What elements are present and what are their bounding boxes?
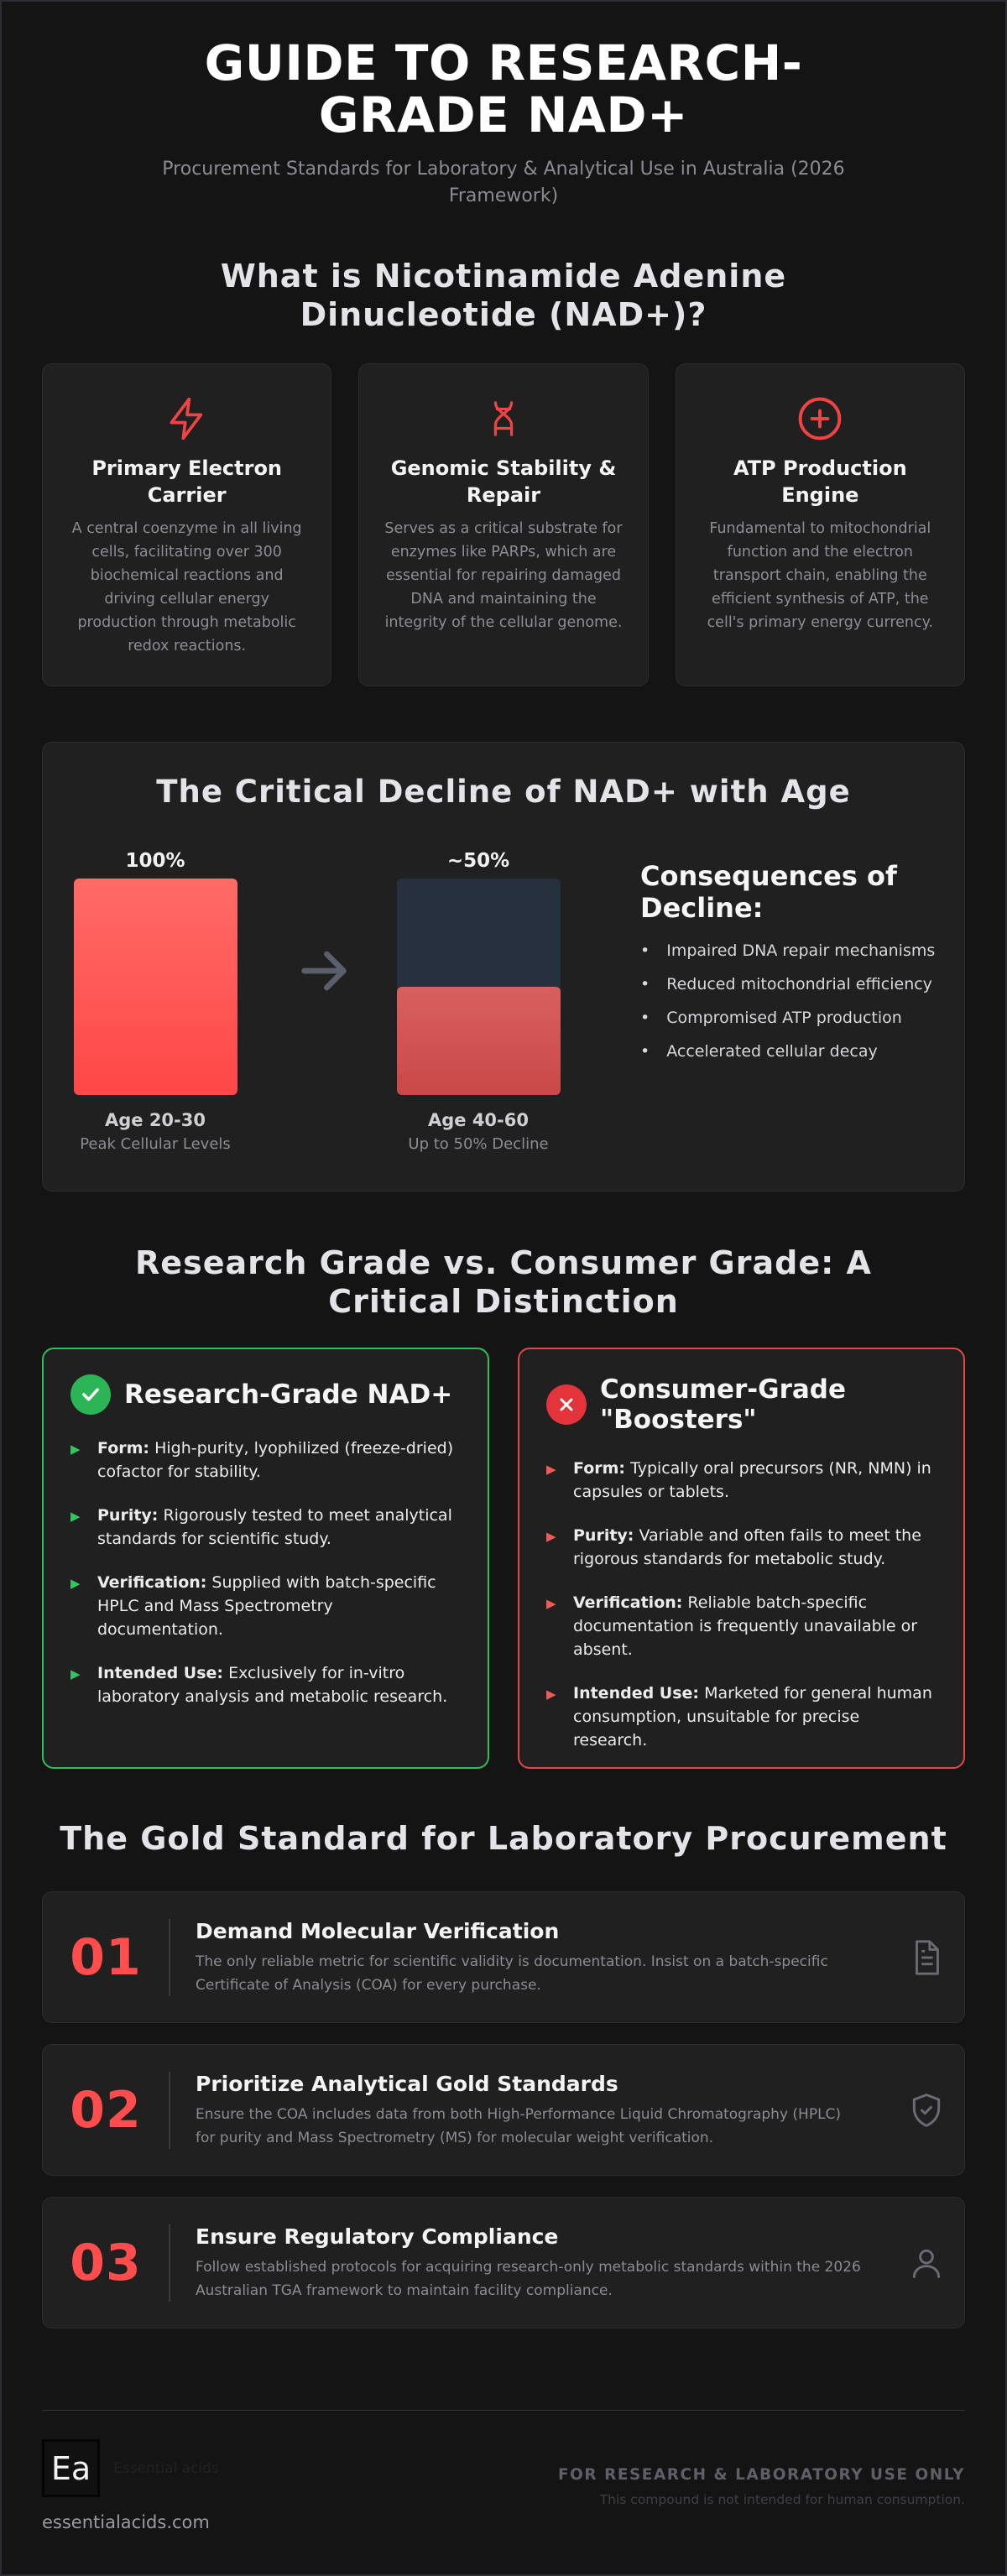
step-number: 03 bbox=[70, 2233, 142, 2292]
x-icon bbox=[546, 1384, 587, 1425]
consumer-grade-title: Consumer-Grade "Boosters" bbox=[600, 1374, 846, 1435]
research-grade-title: Research-Grade NAD+ bbox=[124, 1379, 453, 1410]
consequences-block: Consequences of Decline: Impaired DNA re… bbox=[640, 860, 951, 1073]
triangle-bullet-icon: ▶ bbox=[70, 1576, 81, 1591]
gold-standard-title: The Gold Standard for Laboratory Procure… bbox=[60, 1820, 947, 1857]
list-item: Compromised ATP production bbox=[640, 1006, 951, 1030]
check-icon bbox=[70, 1374, 111, 1415]
list-item: ▶ Intended Use: Marketed for general huma… bbox=[546, 1682, 937, 1752]
list-item: Reduced mitochondrial efficiency bbox=[640, 973, 951, 996]
list-item: ▶ Purity: Variable and often fails to mee… bbox=[546, 1524, 937, 1571]
decline-title: The Critical Decline of NAD+ with Age bbox=[156, 774, 851, 810]
dna-icon bbox=[381, 394, 625, 443]
info-card-title: ATP Production Engine bbox=[733, 456, 907, 507]
triangle-bullet-icon: ▶ bbox=[70, 1442, 81, 1457]
compare-row: Research-Grade NAD+ ▶ Form: High-purity, … bbox=[42, 1348, 965, 1769]
gold-step-3: 03 Ensure Regulatory Compliance Follow e… bbox=[42, 2197, 965, 2328]
step-number: 01 bbox=[70, 1927, 142, 1987]
footer-notice: FOR RESEARCH & LABORATORY USE ONLY This … bbox=[558, 2466, 965, 2507]
info-card-title: Genomic Stability & Repair bbox=[390, 456, 617, 507]
step-text: Follow established protocols for acquiri… bbox=[196, 2258, 861, 2299]
bar-percent-label: ~50% bbox=[446, 850, 510, 872]
plus-circle-icon bbox=[698, 394, 942, 443]
arrow-right-icon bbox=[290, 937, 357, 1008]
page-title: GUIDE TO RESEARCH- GRADE NAD+ bbox=[42, 37, 965, 141]
bar-track bbox=[396, 879, 561, 1095]
bar-track bbox=[73, 879, 237, 1095]
title-line-1: GUIDE TO RESEARCH- bbox=[204, 34, 803, 91]
divider bbox=[169, 2224, 170, 2302]
bar-age-label: Age 40-60 bbox=[427, 1110, 529, 1130]
info-card-atp: ATP Production Engine Fundamental to mit… bbox=[675, 363, 965, 686]
step-text: The only reliable metric for scientific … bbox=[196, 1953, 828, 1994]
brand-name: Essential acids bbox=[113, 2460, 219, 2477]
list-item: Impaired DNA repair mechanisms bbox=[640, 939, 951, 962]
research-use-notice: FOR RESEARCH & LABORATORY USE ONLY bbox=[558, 2466, 965, 2484]
info-card-genomic: Genomic Stability & Repair Serves as a c… bbox=[358, 363, 649, 686]
research-grade-card: Research-Grade NAD+ ▶ Form: High-purity, … bbox=[42, 1348, 489, 1769]
info-card-text: Fundamental to mitochondrial function an… bbox=[707, 520, 934, 631]
triangle-bullet-icon: ▶ bbox=[546, 1529, 556, 1544]
gold-step-2: 02 Prioritize Analytical Gold Standards … bbox=[42, 2044, 965, 2176]
shield-check-icon bbox=[889, 2090, 964, 2130]
info-card-title: Primary Electron Carrier bbox=[91, 456, 283, 507]
bar-fill bbox=[396, 987, 561, 1095]
research-grade-list: ▶ Form: High-purity, lyophilized (freeze-… bbox=[70, 1437, 461, 1708]
list-item: ▶ Form: High-purity, lyophilized (freeze-… bbox=[70, 1437, 461, 1484]
divider bbox=[169, 1918, 170, 1996]
document-icon bbox=[889, 1936, 964, 1979]
step-title: Demand Molecular Verification bbox=[196, 1918, 560, 1943]
list-item: ▶ Intended Use: Exclusively for in-vitro … bbox=[70, 1661, 461, 1708]
step-number: 02 bbox=[70, 2080, 142, 2140]
triangle-bullet-icon: ▶ bbox=[70, 1666, 81, 1682]
footer-divider bbox=[42, 2410, 965, 2411]
site-link[interactable]: essentialacids.com bbox=[42, 2512, 210, 2532]
bar-older: ~50% Age 40-60 Up to 50% Decline bbox=[394, 850, 562, 1153]
decline-panel: The Critical Decline of NAD+ with Age 10… bbox=[42, 742, 965, 1192]
step-title: Ensure Regulatory Compliance bbox=[196, 2224, 559, 2249]
triangle-bullet-icon: ▶ bbox=[546, 1462, 556, 1477]
compare-title: Research Grade vs. Consumer Grade: A Cri… bbox=[135, 1244, 872, 1320]
bar-age-label: Age 20-30 bbox=[104, 1110, 206, 1130]
gold-step-1: 01 Demand Molecular Verification The onl… bbox=[42, 1891, 965, 2023]
bar-caption: Up to 50% Decline bbox=[408, 1135, 549, 1153]
divider bbox=[169, 2071, 170, 2149]
bar-fill bbox=[73, 879, 237, 1095]
bar-percent-label: 100% bbox=[125, 850, 185, 872]
list-item: ▶ Verification: Supplied with batch-speci… bbox=[70, 1571, 461, 1641]
triangle-bullet-icon: ▶ bbox=[546, 1687, 556, 1702]
bar-young: 100% Age 20-30 Peak Cellular Levels bbox=[71, 850, 239, 1153]
bar-caption: Peak Cellular Levels bbox=[80, 1135, 231, 1153]
info-card-row: Primary Electron Carrier A central coenz… bbox=[42, 363, 965, 686]
triangle-bullet-icon: ▶ bbox=[546, 1596, 556, 1611]
step-title: Prioritize Analytical Gold Standards bbox=[196, 2071, 618, 2096]
what-is-title: What is Nicotinamide Adenine Dinucleotid… bbox=[220, 258, 787, 333]
info-card-electron: Primary Electron Carrier A central coenz… bbox=[42, 363, 332, 686]
info-card-text: A central coenzyme in all living cells, … bbox=[71, 520, 302, 654]
triangle-bullet-icon: ▶ bbox=[70, 1509, 81, 1524]
consequences-list: Impaired DNA repair mechanisms Reduced m… bbox=[640, 939, 951, 1063]
consumer-grade-list: ▶ Form: Typically oral precursors (NR, NM… bbox=[546, 1457, 937, 1752]
info-card-text: Serves as a critical substrate for enzym… bbox=[384, 520, 623, 631]
list-item: ▶ Form: Typically oral precursors (NR, NM… bbox=[546, 1457, 937, 1504]
brand-logo: Ea bbox=[42, 2439, 100, 2497]
page-subtitle: Procurement Standards for Laboratory & A… bbox=[162, 159, 845, 206]
consequences-title: Consequences of Decline: bbox=[640, 860, 897, 924]
list-item: ▶ Purity: Rigorously tested to meet analy… bbox=[70, 1504, 461, 1551]
list-item: Accelerated cellular decay bbox=[640, 1040, 951, 1063]
disclaimer: This compound is not intended for human … bbox=[599, 2492, 965, 2507]
user-icon bbox=[889, 2243, 964, 2283]
title-line-2: GRADE NAD+ bbox=[318, 86, 689, 143]
lightning-icon bbox=[65, 394, 309, 443]
list-item: ▶ Verification: Reliable batch-specific d… bbox=[546, 1591, 937, 1661]
step-text: Ensure the COA includes data from both H… bbox=[196, 2105, 842, 2146]
consumer-grade-card: Consumer-Grade "Boosters" ▶ Form: Typical… bbox=[518, 1348, 965, 1769]
